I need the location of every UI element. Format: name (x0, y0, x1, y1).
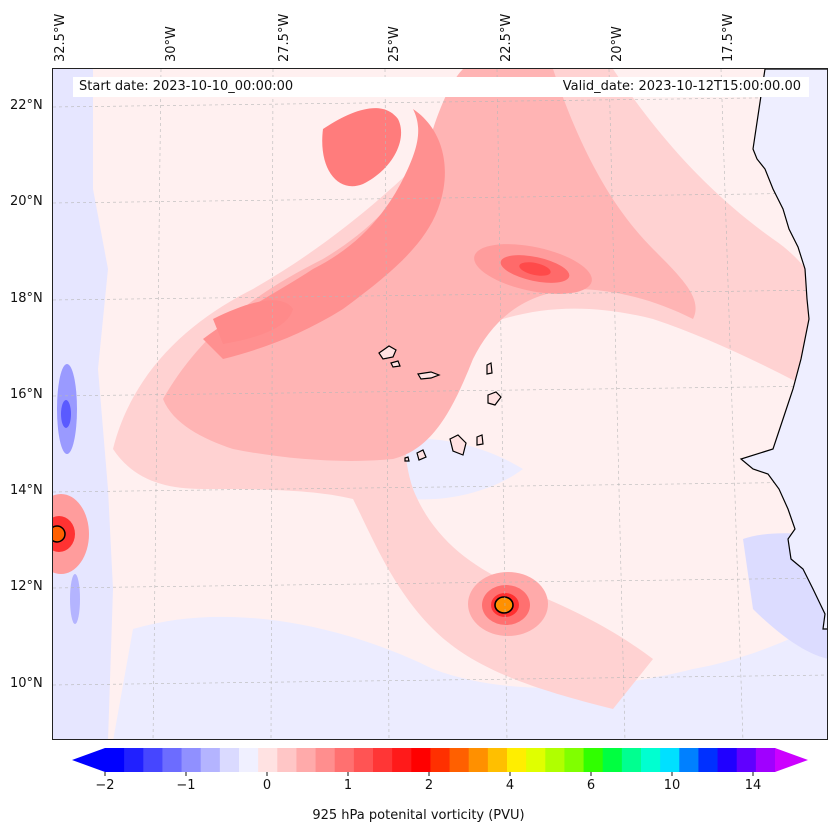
lon-label-30w: 30°W (164, 26, 179, 62)
colorbar-cell (373, 748, 393, 772)
island-maio (476, 434, 484, 446)
colorbar-cell (583, 748, 604, 772)
colorbar-tick-6: 6 (586, 778, 596, 793)
colorbar-cell (143, 748, 163, 772)
lat-label-14n: 14°N (10, 483, 43, 498)
island-sao-nicolau (417, 371, 441, 380)
colorbar-tick-0: −2 (95, 778, 115, 793)
lat-label-22n: 22°N (10, 98, 43, 113)
lon-label-20w: 20°W (610, 26, 625, 62)
west-vortex-core (53, 525, 66, 543)
colorbar-cell (641, 748, 661, 772)
lat-label-20n: 20°N (10, 194, 43, 209)
lon-label-25w: 25°W (387, 26, 402, 62)
lon-label-32-5w: 32.5°W (53, 13, 68, 62)
colorbar-cell (602, 748, 623, 772)
colorbar-extend-low (72, 748, 105, 772)
colorbar-cell (545, 748, 565, 772)
positive-band-moderate (163, 69, 696, 461)
map-panel: Start date: 2023-10-10_00:00:00 Valid_da… (52, 68, 828, 740)
positive-band-weak (113, 69, 827, 709)
colorbar-cell (430, 748, 451, 772)
colorbar-cell (564, 748, 585, 772)
colorbar-cell (449, 748, 470, 772)
lat-label-18n: 18°N (10, 291, 43, 306)
colorbar-tick-3: 1 (343, 778, 353, 793)
colorbar-cell (411, 748, 431, 772)
colorbar-cell (334, 748, 355, 772)
gridlines (53, 69, 827, 739)
island-sao-vicente (390, 360, 401, 368)
pv-maximum-northeast-core (519, 262, 551, 276)
lon-label-22-5w: 22.5°W (499, 13, 514, 62)
colorbar-cell (392, 748, 412, 772)
valid-date: Valid_date: 2023-10-12T15:00:00.00 (562, 79, 801, 94)
colorbar-cell (296, 748, 317, 772)
negative-core-west (61, 400, 71, 428)
colorbar-tick-5: 4 (505, 778, 515, 793)
colorbar-cell (353, 748, 374, 772)
colorbar-label: 925 hPa potenital vorticity (PVU) (312, 808, 525, 823)
colorbar-tick-4: 2 (424, 778, 434, 793)
colorbar-tick-2: 0 (262, 778, 272, 793)
cape-verde-islands (378, 345, 502, 462)
lon-label-27-5w: 27.5°W (277, 13, 292, 62)
positive-streak-west (213, 300, 293, 344)
island-santo-antao (378, 345, 397, 360)
colorbar-cells (105, 748, 776, 772)
start-date: Start date: 2023-10-10_00:00:00 (79, 79, 294, 94)
island-boa-vista (487, 391, 502, 406)
colorbar (72, 748, 808, 776)
colorbar-cell (717, 748, 738, 772)
colorbar-cell (621, 748, 642, 772)
island-fogo (416, 449, 427, 461)
colorbar-cell (736, 748, 757, 772)
island-santiago (449, 434, 467, 456)
colorbar-tick-8: 14 (744, 778, 762, 793)
colorbar-cell (526, 748, 546, 772)
island-brava (404, 456, 410, 462)
colorbar-extend-high (775, 748, 808, 772)
colorbar-cell (200, 748, 221, 772)
colorbar-cell (181, 748, 202, 772)
colorbar-cell (162, 748, 183, 772)
colorbar-cell (315, 748, 336, 772)
colorbar-cell (487, 748, 508, 772)
colorbar-cell (219, 748, 240, 772)
africa-coastline (739, 69, 827, 630)
colorbar-cell (698, 748, 719, 772)
colorbar-cell (679, 748, 699, 772)
negative-region-south (113, 616, 827, 739)
colorbar-cell (660, 748, 680, 772)
colorbar-cell (468, 748, 489, 772)
colorbar-cell (755, 748, 776, 772)
colorbar-cell (507, 748, 527, 772)
lat-label-12n: 12°N (10, 579, 43, 594)
negative-blob-west-south (70, 574, 80, 624)
pv-field (53, 69, 827, 739)
colorbar-cell (124, 748, 144, 772)
colorbar-tick-1: −1 (176, 778, 196, 793)
info-bar: Start date: 2023-10-10_00:00:00 Valid_da… (73, 77, 809, 97)
colorbar-cell (239, 748, 259, 772)
colorbar-tick-7: 10 (663, 778, 681, 793)
colorbar-cell (258, 748, 278, 772)
colorbar-cell (105, 748, 125, 772)
lon-label-17-5w: 17.5°W (721, 13, 736, 62)
colorbar-ticks (104, 772, 754, 776)
lat-label-16n: 16°N (10, 387, 43, 402)
storm-vortex-core (494, 596, 514, 614)
positive-streak-north (322, 108, 402, 187)
colorbar-cell (277, 748, 297, 772)
island-sal (486, 362, 493, 375)
lat-label-10n: 10°N (10, 676, 43, 691)
